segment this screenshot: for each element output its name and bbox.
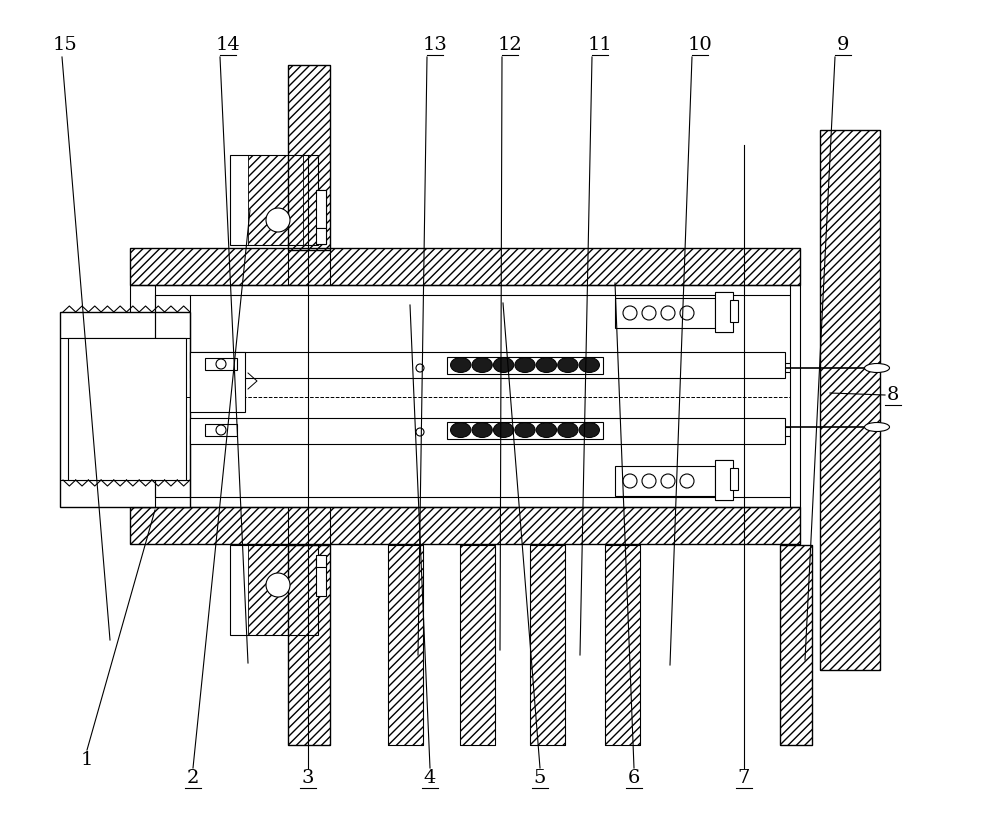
- Bar: [190, 418, 785, 444]
- Ellipse shape: [536, 423, 557, 437]
- Bar: [190, 352, 785, 378]
- Bar: [130, 507, 800, 544]
- Bar: [230, 155, 318, 245]
- Bar: [130, 248, 800, 285]
- Bar: [288, 65, 330, 250]
- Ellipse shape: [536, 358, 557, 372]
- Bar: [730, 300, 738, 322]
- Circle shape: [661, 306, 675, 320]
- Ellipse shape: [451, 358, 471, 372]
- Circle shape: [642, 306, 656, 320]
- Bar: [248, 155, 303, 245]
- Bar: [460, 545, 495, 745]
- Bar: [820, 130, 880, 670]
- Ellipse shape: [864, 363, 890, 372]
- Bar: [460, 545, 495, 745]
- Bar: [388, 545, 423, 745]
- Bar: [316, 190, 326, 228]
- Bar: [316, 555, 326, 567]
- Text: 14: 14: [216, 36, 240, 54]
- Bar: [230, 545, 318, 635]
- Text: 3: 3: [302, 769, 314, 787]
- Bar: [447, 422, 603, 439]
- Bar: [615, 466, 715, 496]
- Bar: [605, 545, 640, 745]
- Bar: [316, 228, 326, 244]
- Circle shape: [680, 306, 694, 320]
- Bar: [68, 338, 186, 480]
- Text: 5: 5: [534, 769, 546, 787]
- Bar: [820, 130, 880, 670]
- Circle shape: [416, 364, 424, 372]
- Bar: [288, 65, 330, 250]
- Text: 8: 8: [887, 386, 899, 404]
- Circle shape: [416, 428, 424, 436]
- Bar: [715, 460, 733, 500]
- Bar: [730, 468, 738, 490]
- Circle shape: [623, 474, 637, 488]
- Circle shape: [216, 359, 226, 369]
- Bar: [605, 545, 640, 745]
- Ellipse shape: [515, 423, 535, 437]
- Bar: [780, 545, 812, 745]
- Ellipse shape: [493, 358, 514, 372]
- Bar: [530, 545, 565, 745]
- Text: 2: 2: [187, 769, 199, 787]
- Ellipse shape: [579, 423, 599, 437]
- Ellipse shape: [451, 423, 471, 437]
- Circle shape: [661, 474, 675, 488]
- Bar: [715, 292, 733, 332]
- Bar: [130, 248, 800, 285]
- Text: 9: 9: [837, 36, 849, 54]
- Text: 4: 4: [424, 769, 436, 787]
- Circle shape: [680, 474, 694, 488]
- Ellipse shape: [558, 358, 578, 372]
- Bar: [615, 298, 715, 328]
- Ellipse shape: [515, 358, 535, 372]
- Text: 12: 12: [498, 36, 522, 54]
- Circle shape: [642, 474, 656, 488]
- Bar: [205, 424, 237, 436]
- Circle shape: [623, 306, 637, 320]
- Ellipse shape: [558, 423, 578, 437]
- Bar: [316, 558, 326, 596]
- Text: 6: 6: [628, 769, 640, 787]
- Text: 10: 10: [688, 36, 712, 54]
- Bar: [388, 545, 423, 745]
- Text: 13: 13: [423, 36, 447, 54]
- Bar: [130, 507, 800, 544]
- Text: 15: 15: [53, 36, 77, 54]
- Ellipse shape: [579, 358, 599, 372]
- Ellipse shape: [472, 358, 492, 372]
- Bar: [60, 312, 190, 507]
- Bar: [190, 352, 245, 412]
- Text: 1: 1: [81, 751, 93, 769]
- Circle shape: [216, 425, 226, 435]
- Bar: [447, 357, 603, 374]
- Ellipse shape: [864, 423, 890, 432]
- Ellipse shape: [493, 423, 514, 437]
- Bar: [288, 545, 330, 745]
- Bar: [780, 545, 812, 745]
- Circle shape: [266, 573, 290, 597]
- Bar: [530, 545, 565, 745]
- Bar: [288, 545, 330, 745]
- Bar: [205, 358, 237, 370]
- Text: 7: 7: [738, 769, 750, 787]
- Ellipse shape: [472, 423, 492, 437]
- Circle shape: [266, 208, 290, 232]
- Bar: [130, 285, 800, 507]
- Bar: [248, 545, 303, 635]
- Text: 11: 11: [588, 36, 612, 54]
